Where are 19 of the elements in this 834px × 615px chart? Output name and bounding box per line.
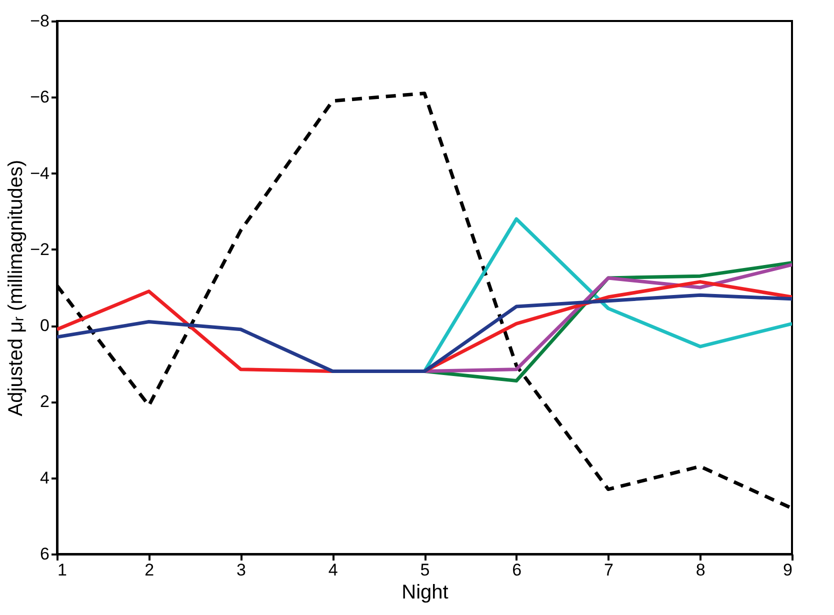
- y-tick-label: 2: [40, 392, 50, 412]
- x-tick-label: 1: [58, 560, 67, 580]
- y-tick-label: −2: [30, 240, 50, 259]
- x-tick-label: 5: [420, 560, 430, 580]
- x-tick-label: 4: [328, 560, 338, 580]
- x-tick-label: 8: [696, 560, 706, 580]
- y-tick-label: −4: [30, 164, 50, 183]
- y-tick-label: 0: [40, 316, 50, 336]
- x-axis-title: Night: [402, 582, 449, 604]
- x-tick-label: 6: [512, 560, 522, 580]
- y-tick-label: −6: [30, 88, 50, 107]
- x-tick-label: 2: [144, 560, 154, 580]
- y-tick-label: −8: [30, 12, 50, 30]
- y-tick-label: 6: [40, 544, 50, 564]
- x-tick-label: 7: [604, 560, 614, 580]
- y-axis-title: Adjusted μᵣ (millimagnitudes): [5, 160, 28, 416]
- y-tick-label: 4: [40, 468, 50, 488]
- x-tick-label: 9: [783, 560, 792, 580]
- x-tick-label: 3: [236, 560, 246, 580]
